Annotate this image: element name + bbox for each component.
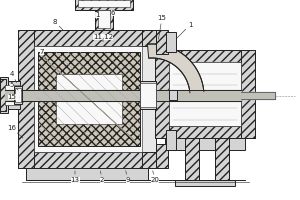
Bar xyxy=(215,138,229,180)
Text: 16: 16 xyxy=(8,125,23,138)
Bar xyxy=(142,152,156,168)
Text: 13: 13 xyxy=(70,171,80,183)
Bar xyxy=(155,50,255,62)
Text: 9: 9 xyxy=(126,171,130,183)
Bar xyxy=(169,90,177,100)
Bar xyxy=(18,152,156,168)
Text: 15: 15 xyxy=(8,94,19,100)
Bar xyxy=(26,168,148,180)
Bar xyxy=(18,30,156,46)
Bar xyxy=(169,62,241,126)
Bar xyxy=(155,50,255,138)
Bar xyxy=(165,138,245,150)
Bar xyxy=(155,126,255,138)
Bar xyxy=(166,32,176,52)
Bar xyxy=(142,30,156,46)
Bar xyxy=(14,86,22,104)
Bar xyxy=(0,77,8,113)
Text: 15: 15 xyxy=(158,15,166,39)
Text: 1: 1 xyxy=(177,22,192,38)
Polygon shape xyxy=(148,44,204,93)
Text: 1: 1 xyxy=(95,12,99,27)
Bar xyxy=(156,144,168,168)
Text: 4: 4 xyxy=(10,71,17,83)
Bar xyxy=(34,46,142,152)
Bar xyxy=(56,74,122,124)
Bar xyxy=(175,180,235,186)
Bar xyxy=(0,81,20,109)
Bar xyxy=(18,30,34,168)
Text: 20: 20 xyxy=(151,171,159,183)
Bar xyxy=(75,0,133,10)
Text: 6: 6 xyxy=(111,10,115,22)
Bar xyxy=(95,10,113,30)
Bar xyxy=(166,130,176,150)
Bar xyxy=(155,50,169,138)
Bar xyxy=(95,10,113,30)
Bar xyxy=(215,138,229,180)
Bar xyxy=(0,79,6,111)
Bar xyxy=(15,88,21,102)
Bar xyxy=(38,52,140,146)
Bar xyxy=(18,30,156,168)
Bar xyxy=(78,0,130,7)
Bar xyxy=(241,50,255,138)
Text: 8: 8 xyxy=(53,19,63,30)
Bar xyxy=(98,10,110,28)
Text: 11,12: 11,12 xyxy=(93,34,113,42)
Bar xyxy=(185,138,199,180)
Bar xyxy=(5,85,20,105)
Text: 7: 7 xyxy=(40,49,46,60)
Bar xyxy=(156,30,168,54)
Bar xyxy=(75,0,133,10)
Bar xyxy=(185,138,199,180)
Text: 5: 5 xyxy=(10,82,18,90)
Bar xyxy=(140,83,156,107)
Text: 2: 2 xyxy=(100,171,104,183)
Bar xyxy=(140,81,156,109)
